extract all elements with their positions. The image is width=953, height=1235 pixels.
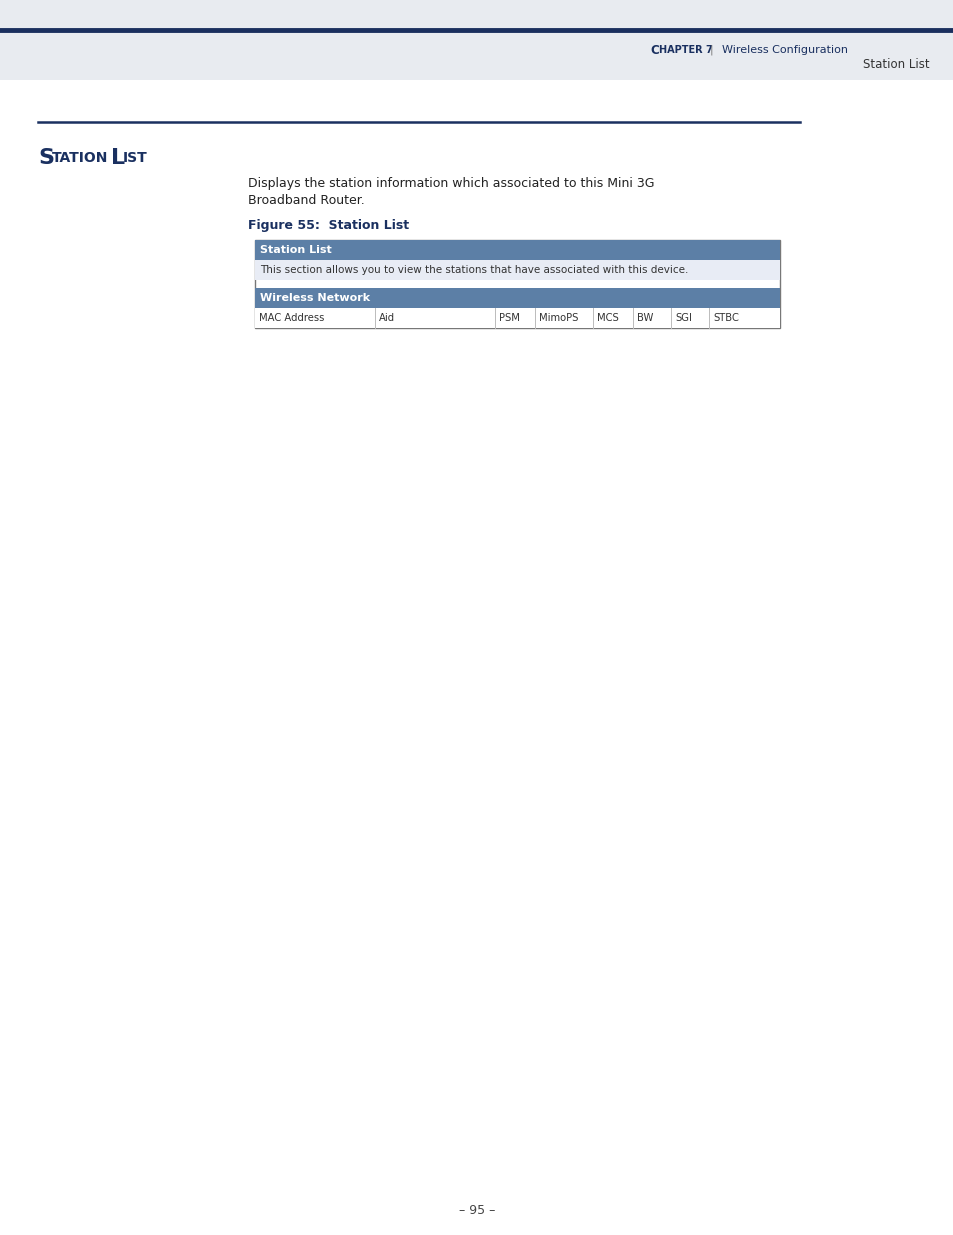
Text: |: | xyxy=(709,44,713,56)
Text: C: C xyxy=(649,43,659,57)
Text: MimoPS: MimoPS xyxy=(538,312,578,324)
Text: Wireless Network: Wireless Network xyxy=(260,293,370,303)
Text: STBC: STBC xyxy=(712,312,739,324)
Text: HAPTER 7: HAPTER 7 xyxy=(659,44,712,56)
Text: Figure 55:  Station List: Figure 55: Station List xyxy=(248,219,409,231)
Text: Station List: Station List xyxy=(862,58,929,72)
Bar xyxy=(254,288,780,308)
Bar xyxy=(0,0,953,80)
Bar xyxy=(254,308,780,329)
Text: – 95 –: – 95 – xyxy=(458,1203,495,1216)
Text: Displays the station information which associated to this Mini 3G: Displays the station information which a… xyxy=(248,177,654,189)
Text: L: L xyxy=(111,148,125,168)
Text: Broadband Router.: Broadband Router. xyxy=(248,194,364,206)
Text: Aid: Aid xyxy=(378,312,395,324)
Text: Wireless Configuration: Wireless Configuration xyxy=(721,44,847,56)
Bar xyxy=(254,240,780,329)
Text: S: S xyxy=(38,148,54,168)
Text: MAC Address: MAC Address xyxy=(258,312,324,324)
Bar xyxy=(254,240,780,261)
Text: SGI: SGI xyxy=(675,312,691,324)
Bar xyxy=(254,261,780,280)
Text: Station List: Station List xyxy=(260,245,332,254)
Text: MCS: MCS xyxy=(597,312,618,324)
Text: TATION: TATION xyxy=(52,151,109,165)
Text: BW: BW xyxy=(637,312,653,324)
Text: This section allows you to view the stations that have associated with this devi: This section allows you to view the stat… xyxy=(260,266,688,275)
Text: IST: IST xyxy=(123,151,148,165)
Text: PSM: PSM xyxy=(498,312,519,324)
